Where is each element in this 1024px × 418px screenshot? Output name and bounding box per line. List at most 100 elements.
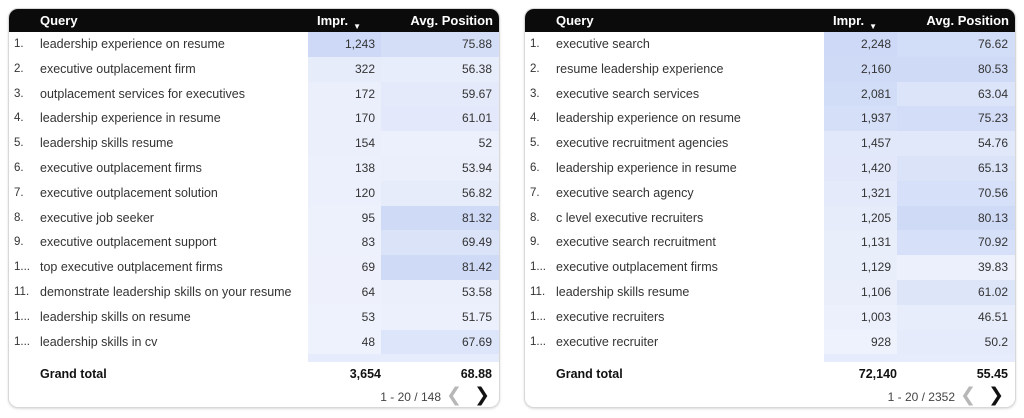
table-row[interactable]: 4. leadership experience in resume 170 61.0… [9,106,499,132]
query-cell: leadership experience in resume [40,111,221,126]
table-row[interactable]: 1... executive outplacement firms 1,129 39.… [525,255,1015,280]
table-row-spacer [525,354,1015,363]
query-cell: leadership skills on resume [40,309,191,324]
impressions-cell: 1,106 [824,279,897,305]
column-header-query[interactable]: Query [40,13,78,28]
next-page-icon[interactable]: ❯ [474,385,490,406]
pagination: 1 - 20 / 2352 ❮ ❯ [525,385,1015,406]
table-row[interactable]: 1. leadership experience on resume 1,243 75… [9,32,499,57]
row-index: 1... [14,261,30,274]
query-cell: executive recruitment agencies [556,136,729,151]
table-row[interactable]: 9. executive outplacement support 83 69.49 [9,230,499,256]
avg-position-cell: 65.13 [897,155,1015,181]
row-index: 1... [530,310,546,323]
impressions-cell: 1,321 [824,180,897,206]
avg-position-cell: 54.76 [897,131,1015,156]
column-header-query[interactable]: Query [556,13,594,28]
prev-page-icon[interactable]: ❮ [960,385,976,406]
table-row[interactable]: 8. executive job seeker 95 81.32 [9,205,499,231]
column-header-impressions[interactable]: Impr. ▼ [317,13,361,31]
grand-total-label: Grand total [556,367,623,381]
row-index: 1... [14,335,30,348]
grand-total-row: Grand total 3,654 68.88 [9,362,499,388]
avg-position-cell: 70.56 [897,180,1015,206]
table-row[interactable]: 6. leadership experience in resume 1,420 65… [525,155,1015,181]
avg-position-cell: 51.75 [381,304,499,330]
avg-position-cell-spacer [381,354,499,363]
next-page-icon[interactable]: ❯ [988,385,1004,406]
table-row[interactable]: 1... executive recruiters 1,003 46.51 [525,304,1015,330]
impressions-cell: 138 [308,155,381,181]
table-row[interactable]: 1... executive recruiter 928 50.2 [525,329,1015,355]
query-cell: leadership experience on resume [556,111,741,126]
column-header-impressions[interactable]: Impr. ▼ [833,13,877,31]
row-index: 3. [530,87,540,100]
impressions-cell: 154 [308,131,381,156]
column-header-avg-position[interactable]: Avg. Position [926,13,1009,28]
row-index: 1. [530,38,540,50]
pagination-range: 1 - 20 / 2352 [887,390,955,404]
avg-position-cell: 75.23 [897,106,1015,132]
table-row[interactable]: 7. executive search agency 1,321 70.56 [525,180,1015,206]
table-row[interactable]: 6. executive outplacement firms 138 53.94 [9,155,499,181]
table-row[interactable]: 1... top executive outplacement firms 69 81… [9,255,499,280]
impressions-cell-spacer [308,354,381,363]
table-row[interactable]: 2. executive outplacement firm 322 56.38 [9,56,499,82]
query-cell: executive search recruitment [556,235,716,250]
row-index: 7. [530,186,540,199]
grand-total-impressions: 72,140 [858,367,897,381]
table-header: Query Impr. ▼ Avg. Position [9,9,499,32]
query-table-left: Query Impr. ▼ Avg. Position 1. leadership … [9,9,499,407]
table-row[interactable]: 1... leadership skills on resume 53 51.75 [9,304,499,330]
table-body: 1. executive search 2,248 76.62 2. resume lea… [525,32,1015,363]
avg-position-cell: 76.62 [897,32,1015,57]
query-cell: executive outplacement firms [40,160,202,175]
table-row[interactable]: 1. executive search 2,248 76.62 [525,32,1015,57]
query-cell: outplacement services for executives [40,86,245,101]
avg-position-cell: 63.04 [897,81,1015,107]
query-cell: leadership experience in resume [556,160,737,175]
avg-position-cell: 53.58 [381,279,499,305]
row-index: 1... [530,261,546,274]
query-cell: executive search [556,37,650,51]
table-row[interactable]: 1... leadership skills in cv 48 67.69 [9,329,499,355]
table-row[interactable]: 2. resume leadership experience 2,160 80.53 [525,56,1015,82]
impressions-cell: 1,420 [824,155,897,181]
table-row[interactable]: 5. leadership skills resume 154 52 [9,131,499,156]
row-index: 11. [530,285,546,298]
row-index: 1... [530,335,546,348]
table-row[interactable]: 7. executive outplacement solution 120 56.8… [9,180,499,206]
impressions-cell: 53 [308,304,381,330]
impressions-cell: 1,205 [824,205,897,231]
table-row[interactable]: 8. c level executive recruiters 1,205 80.13 [525,205,1015,231]
avg-position-cell: 75.88 [381,32,499,57]
prev-page-icon[interactable]: ❮ [446,385,462,406]
table-row[interactable]: 9. executive search recruitment 1,131 70.92 [525,230,1015,256]
row-index: 6. [530,161,540,174]
query-cell: leadership skills resume [40,136,174,151]
row-index: 4. [14,112,24,125]
table-row[interactable]: 11. demonstrate leadership skills on your… [9,279,499,305]
table-row[interactable]: 3. outplacement services for executives 17… [9,81,499,107]
query-cell: leadership skills in cv [40,334,158,349]
avg-position-cell: 61.02 [897,279,1015,305]
column-header-avg-position[interactable]: Avg. Position [410,13,493,28]
query-cell: top executive outplacement firms [40,260,223,275]
row-index: 4. [530,112,540,125]
impressions-cell: 48 [308,329,381,355]
column-header-impressions-label: Impr. [317,13,349,28]
query-cell: executive outplacement firm [40,61,196,76]
impressions-cell: 95 [308,205,381,231]
table-row[interactable]: 4. leadership experience on resume 1,937 75… [525,106,1015,132]
query-cell: executive outplacement firms [556,260,718,275]
table-row[interactable]: 5. executive recruitment agencies 1,457 54.… [525,131,1015,156]
avg-position-cell: 81.42 [381,255,499,280]
avg-position-cell: 56.82 [381,180,499,206]
avg-position-cell: 53.94 [381,155,499,181]
avg-position-cell: 69.49 [381,230,499,256]
impressions-cell: 2,081 [824,81,897,107]
table-row[interactable]: 11. leadership skills resume 1,106 61.02 [525,279,1015,305]
table-row[interactable]: 3. executive search services 2,081 63.04 [525,81,1015,107]
table-header: Query Impr. ▼ Avg. Position [525,9,1015,32]
grand-total-avg-position: 55.45 [976,367,1008,381]
